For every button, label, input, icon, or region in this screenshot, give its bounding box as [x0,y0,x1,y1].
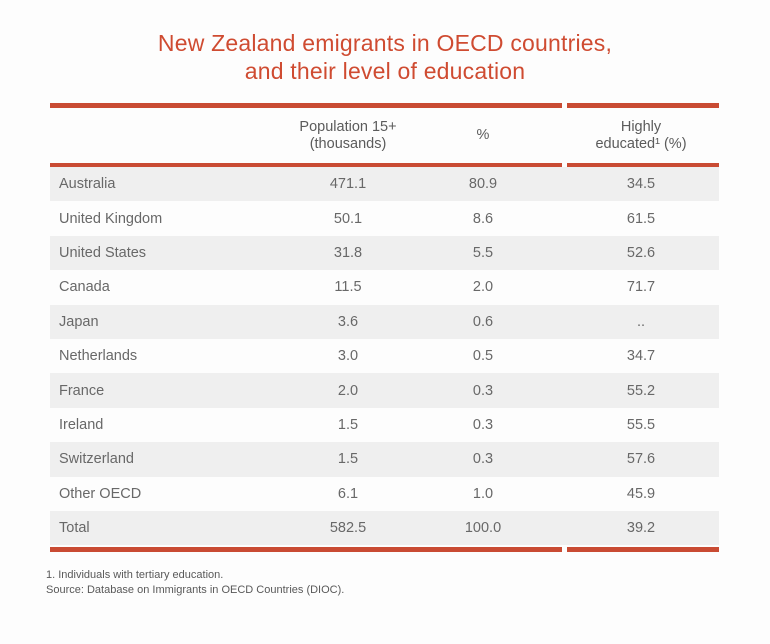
footnote-source: Source: Database on Immigrants in OECD C… [46,583,345,596]
table-header-bottom-rule [50,163,719,167]
header-highly-educated-line2: educated¹ (%) [595,135,687,152]
header-country-blank [50,108,293,163]
rule-segment-left [50,163,562,167]
table-row-france: France 2.0 0.3 55.2 [50,373,719,408]
footnotes: 1. Individuals with tertiary education. … [46,568,344,597]
table-row-united-kingdom: United Kingdom 50.1 8.6 61.5 [59,210,656,227]
figure-title-line2: and their level of education [244,58,526,84]
table-header-row: Population 15+ (thousands) % Highly educ… [50,108,719,163]
table-row-ireland: Ireland 1.5 0.3 55.5 [59,416,656,433]
emigrants-table: Population 15+ (thousands) % Highly educ… [50,103,719,553]
rule-segment-left [50,547,562,553]
rule-segment-right [567,163,719,167]
table-row-united-states: United States 31.8 5.5 52.6 [50,235,719,271]
header-percent: % [476,127,490,143]
table-row-other-oecd: Other OECD 6.1 1.0 45.9 [59,485,656,502]
header-population-line1: Population 15+ [299,118,397,135]
header-population: Population 15+ (thousands) [293,108,403,163]
table-row-switzerland: Switzerland 1.5 0.3 57.6 [50,442,719,477]
table-row-netherlands: Netherlands 3.0 0.5 34.7 [59,348,656,365]
table-row-total: Total 582.5 100.0 39.2 [50,510,719,546]
table-top-rule [50,103,719,108]
table-row-canada: Canada 11.5 2.0 71.7 [59,279,656,296]
header-population-line2: (thousands) [309,135,387,152]
table-row-japan: Japan 3.6 0.6 .. [50,304,719,339]
rule-segment-left [50,103,562,108]
table-bottom-rule [50,547,719,553]
rule-segment-right [567,547,719,553]
table-row-australia: Australia 471.1 80.9 34.5 [50,167,719,202]
figure-title: New Zealand emigrants in OECD countries,… [0,29,770,85]
figure-title-line1: New Zealand emigrants in OECD countries, [157,30,613,56]
rule-segment-right [567,103,719,108]
header-highly-educated-line1: Highly [620,118,662,135]
header-highly-educated: Highly educated¹ (%) [563,108,719,163]
footnote-tertiary-education: 1. Individuals with tertiary education. [46,569,224,581]
table-body: Australia 471.1 80.9 34.5 United Kingdom… [50,167,719,546]
